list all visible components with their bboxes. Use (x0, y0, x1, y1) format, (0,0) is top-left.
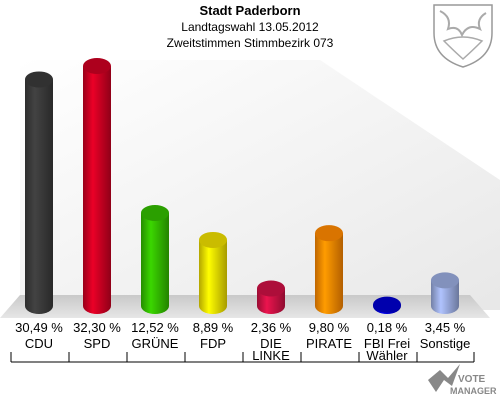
vote-manager-logo: VOTE MANAGER (428, 364, 497, 396)
category-label-7-line-1: FBI Frei (364, 336, 410, 351)
category-label-5-line-1: DIE (260, 336, 282, 351)
bar-1 (25, 71, 53, 314)
category-label-3: GRÜNE (132, 336, 179, 351)
value-label-4: 8,89 % (193, 320, 234, 335)
category-label-6: PIRATE (306, 336, 352, 351)
value-label-1: 30,49 % (15, 320, 63, 335)
value-label-6: 9,80 % (309, 320, 350, 335)
value-labels-group: 30,49 % 32,30 % 12,52 % 8,89 % 2,36 % 9,80 % 0… (15, 320, 466, 335)
bar-7 (373, 296, 401, 314)
category-label-4: FDP (200, 336, 226, 351)
category-label-2: SPD (84, 336, 111, 351)
value-label-8: 3,45 % (425, 320, 466, 335)
chart-floor (0, 295, 490, 318)
chart-subtitle-district: Zweitstimmen Stimmbezirk 073 (167, 36, 334, 50)
bar-2 (83, 58, 111, 314)
bar-6 (315, 225, 343, 314)
value-label-5: 2,36 % (251, 320, 292, 335)
category-label-8: Sonstige (420, 336, 471, 351)
category-label-5-line-2: LINKE (252, 348, 290, 363)
value-label-7: 0,18 % (367, 320, 408, 335)
chart-title: Stadt Paderborn (199, 3, 300, 18)
value-label-3: 12,52 % (131, 320, 179, 335)
chart-subtitle-election: Landtagswahl 13.05.2012 (181, 20, 319, 34)
logo-text-vote: VOTE (458, 374, 486, 385)
value-label-2: 32,30 % (73, 320, 121, 335)
bar-5 (257, 280, 285, 314)
coat-of-arms-icon (433, 4, 493, 68)
chart-background (20, 60, 500, 310)
logo-text-manager: MANAGER (450, 386, 497, 396)
category-label-1: CDU (25, 336, 53, 351)
bar-3 (141, 204, 169, 314)
bar-4 (199, 231, 227, 314)
bars-group (25, 58, 459, 314)
bar-8 (431, 272, 459, 314)
category-label-7-line-2: Wähler (366, 348, 408, 363)
